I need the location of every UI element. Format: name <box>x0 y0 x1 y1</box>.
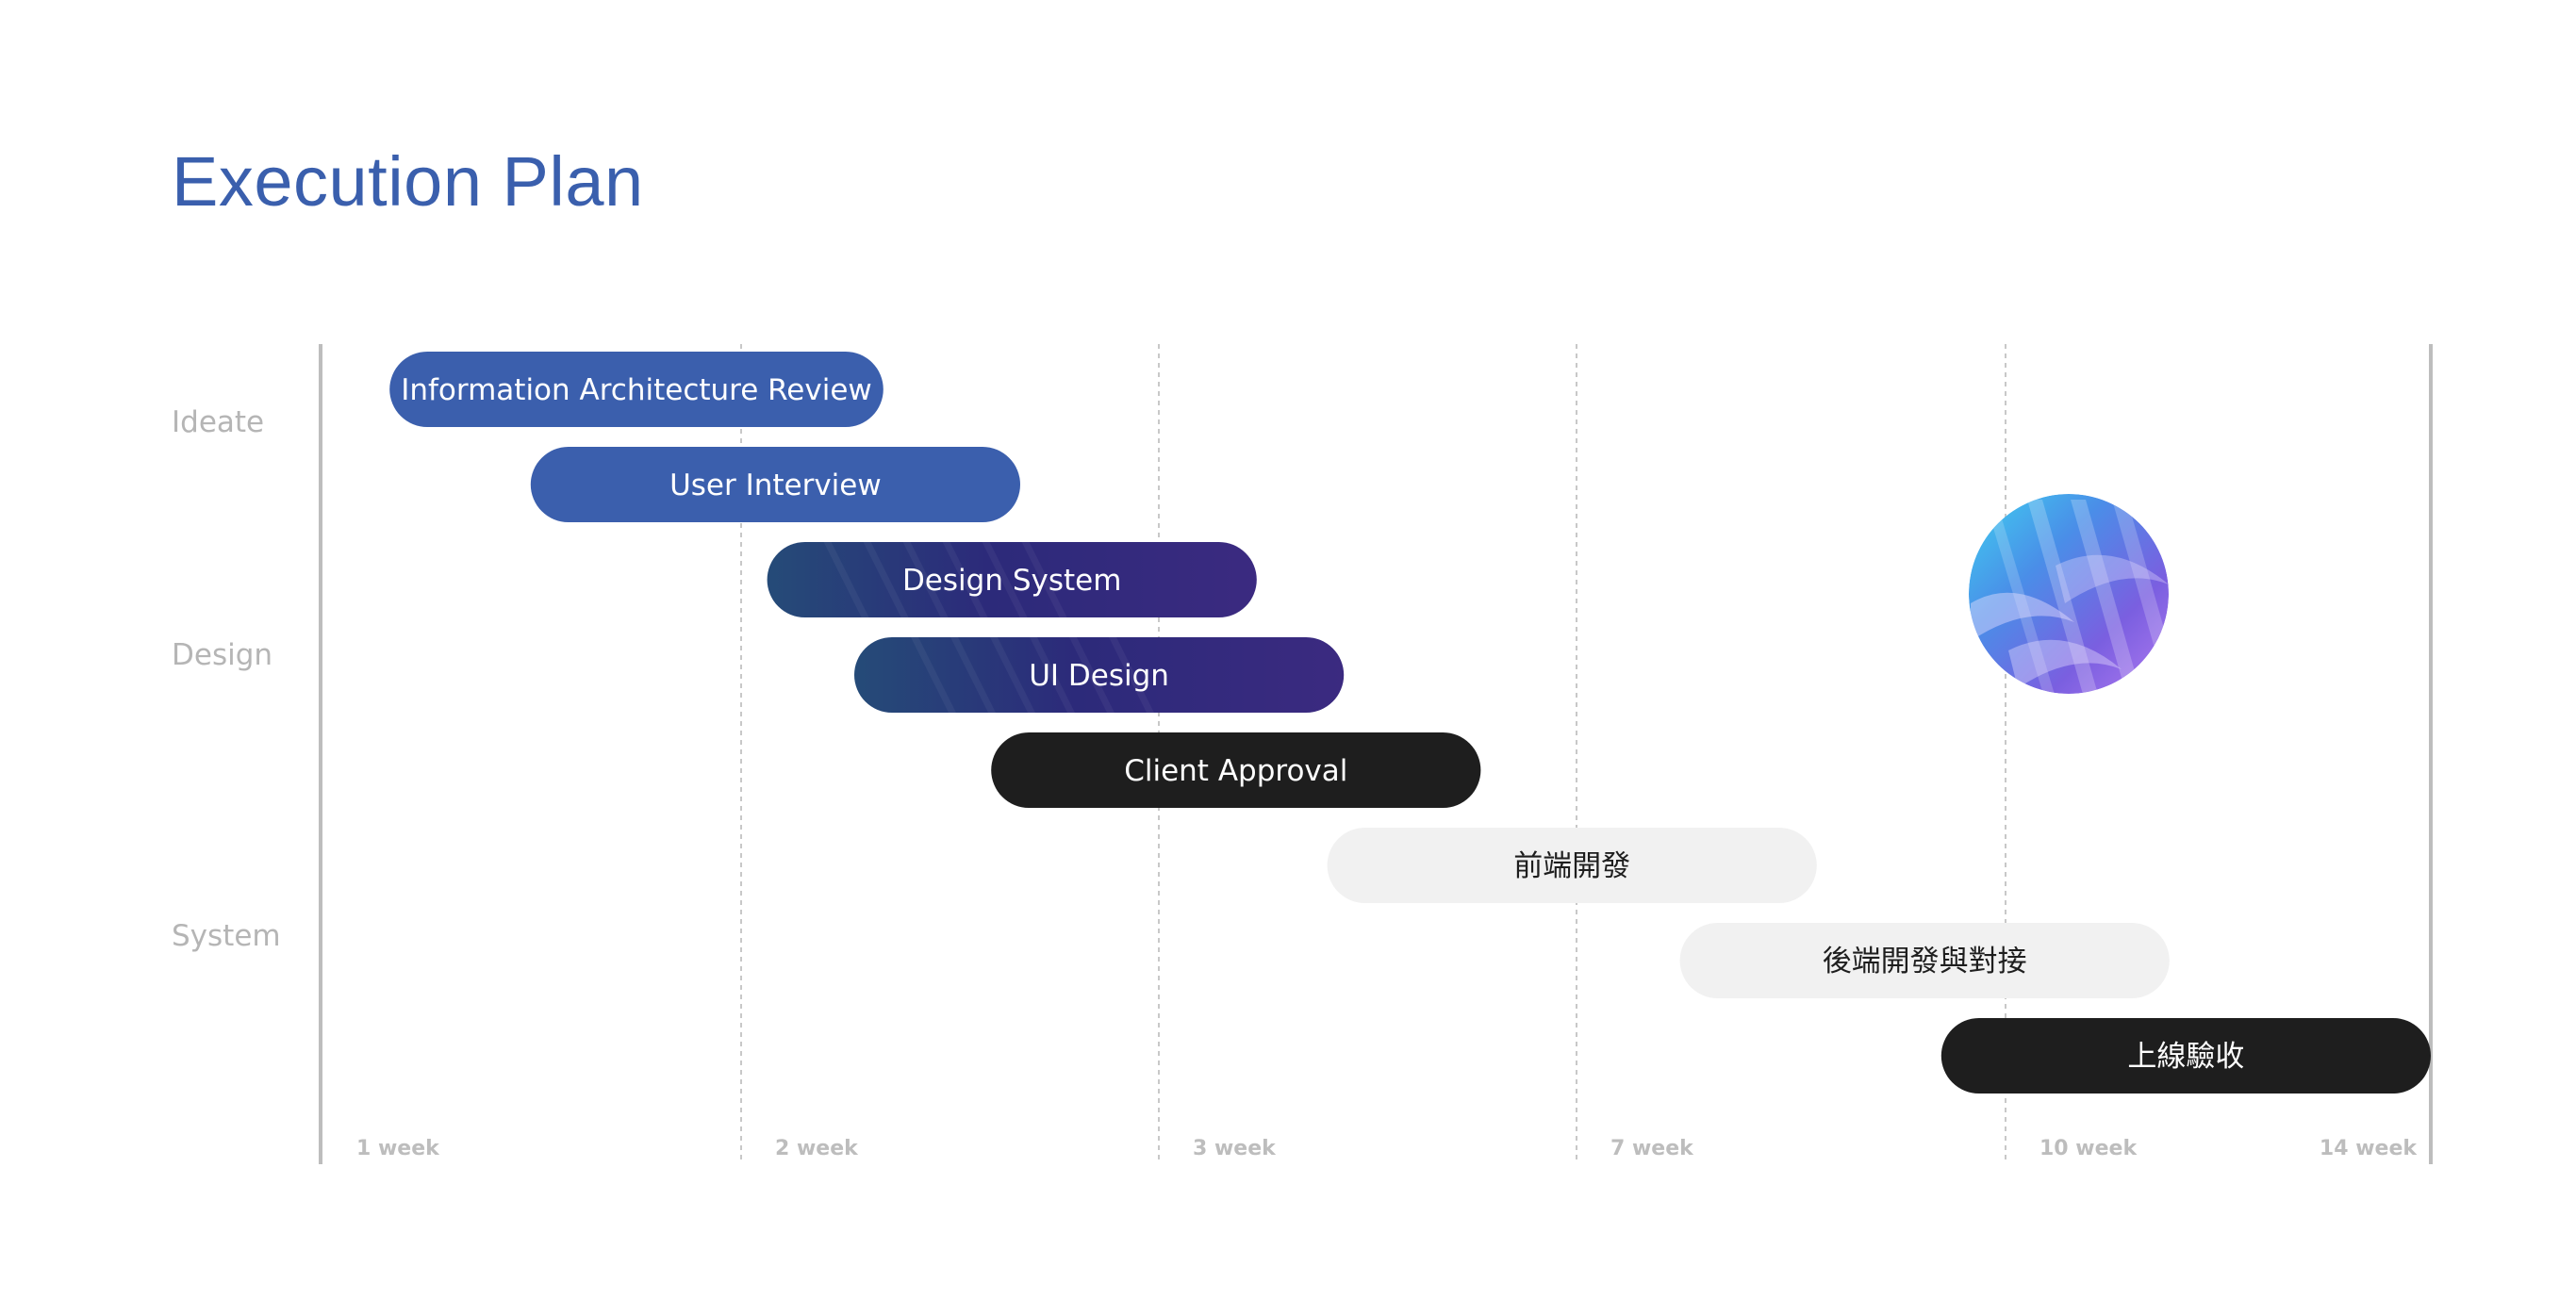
bar-stripe <box>911 637 956 713</box>
bar-stripe <box>1030 637 1075 713</box>
task-bar-shape <box>1940 1018 2431 1093</box>
task-bar: Information Architecture Review <box>389 352 883 427</box>
bar-stripe <box>1069 637 1115 713</box>
task-bar-shape <box>767 542 1257 617</box>
row-label-system: System <box>172 919 281 953</box>
bar-stripe <box>823 542 869 617</box>
task-bar: UI Design <box>854 637 1345 713</box>
x-tick-label: 10 week <box>2039 1137 2138 1160</box>
task-bar-label: 上線驗收 <box>2127 1040 2244 1074</box>
task-bar: 後端開發與對接 <box>1679 923 2170 998</box>
task-bar-shape <box>1327 828 1817 903</box>
task-bar: User Interview <box>530 447 1020 522</box>
task-bar-shape <box>530 447 1020 522</box>
task-bar-shape <box>1679 923 2170 998</box>
bar-stripe <box>990 637 1035 713</box>
bar-stripe <box>1021 542 1067 617</box>
task-bar-label: User Interview <box>669 469 882 502</box>
task-bar-label: Information Architecture Review <box>401 373 872 407</box>
task-bar-shape <box>389 352 883 427</box>
task-bar-label: Design System <box>902 564 1122 598</box>
row-label-design: Design <box>172 638 272 672</box>
task-bar: 前端開發 <box>1327 828 1817 903</box>
x-tick-label: 7 week <box>1610 1137 1694 1160</box>
task-bar: Design System <box>767 542 1257 617</box>
task-bar-shape <box>854 637 1345 713</box>
x-tick-label: 14 week <box>2320 1137 2418 1160</box>
task-bar-shape <box>991 732 1481 808</box>
gradient-sphere-icon <box>1969 494 2169 694</box>
task-bar-label: 前端開發 <box>1513 849 1630 883</box>
bar-stripe <box>942 542 988 617</box>
bar-stripe <box>1109 637 1154 713</box>
bar-stripe <box>902 542 949 617</box>
task-bar-label: 後端開發與對接 <box>1823 945 2027 978</box>
x-tick-label: 2 week <box>775 1137 859 1160</box>
page-title: Execution Plan <box>172 142 644 221</box>
task-bar-label: Client Approval <box>1124 754 1347 788</box>
bar-stripe <box>863 542 909 617</box>
row-label-ideate: Ideate <box>172 405 264 439</box>
x-tick-label: 3 week <box>1193 1137 1277 1160</box>
task-bar: 上線驗收 <box>1940 1018 2431 1093</box>
bar-stripe <box>950 637 996 713</box>
x-tick-label: 1 week <box>356 1137 440 1160</box>
task-bar-label: UI Design <box>1029 659 1169 693</box>
bar-stripe <box>982 542 1028 617</box>
task-bar: Client Approval <box>991 732 1481 808</box>
